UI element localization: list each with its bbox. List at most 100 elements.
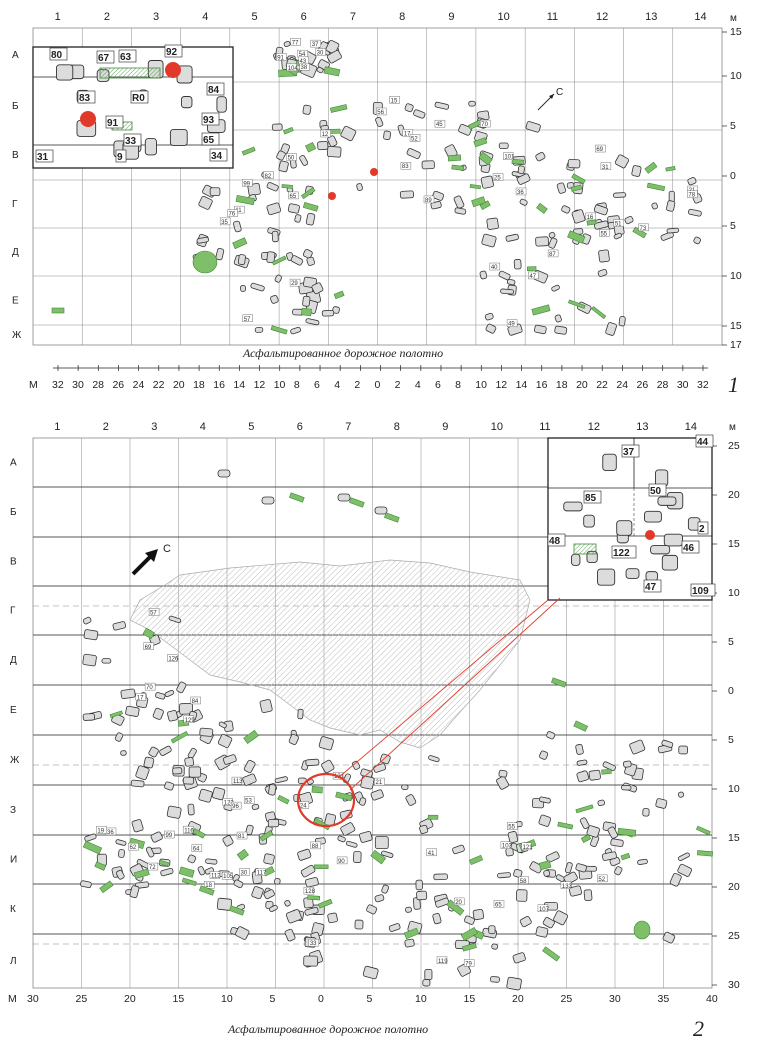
plan-1-stone (271, 123, 283, 131)
plan-1-stone (290, 255, 304, 266)
plan-1-stone (278, 160, 289, 173)
plan-2-stone (83, 629, 99, 641)
plan-2-bottom-scale-label: 15 (464, 993, 476, 1005)
plan-2-green-slab (542, 946, 561, 962)
plan-1-label-box (528, 271, 539, 280)
plan-2-stone-label: 121 (523, 845, 534, 851)
plan-2-label-box (230, 801, 242, 810)
plan-1-col-number: 12 (596, 11, 608, 23)
plan-1-row-letter: Б (12, 101, 19, 112)
plan-2-right-scale-label: 15 (728, 832, 740, 844)
plan-1-stone-label: 77 (292, 40, 299, 46)
plan-2-inset-stone (625, 568, 640, 579)
plan-2-right-scale-label: 20 (728, 489, 740, 501)
plan-2-stone (623, 760, 632, 768)
plan-1-bottom-scale-label: 28 (657, 379, 669, 391)
plan-1-inset-red-marker (80, 111, 96, 127)
plan-2-stone (267, 818, 280, 828)
plan-2-label-box (164, 830, 175, 839)
plan-2-stone-label: 96 (232, 804, 239, 810)
plan-2-inset-label: 44 (697, 437, 709, 448)
plan-2-green-slab (696, 850, 714, 857)
plan-1-bottom-scale-label: 16 (536, 379, 548, 391)
plan-2-stone (285, 909, 302, 924)
plan-2-inset-label-box (648, 483, 667, 497)
plan-2-road-caption: Асфальтированное дорожное полотно (227, 1022, 428, 1036)
plan-1-stone-label: 15 (391, 98, 398, 104)
plan-1-stone-label: 69 (596, 147, 603, 153)
plan-2-stone (263, 889, 275, 900)
plan-1-label-box (480, 119, 491, 128)
plan-1-bottom-scale-label: 4 (415, 379, 421, 391)
plan-1-stone (240, 285, 246, 292)
plan-2-row-letter: Е (10, 705, 17, 716)
plan-1-right-scale-label: 10 (730, 70, 742, 82)
plan-2-label-box (96, 826, 107, 834)
plan-2-stone (251, 886, 264, 900)
plan-2-stone (662, 931, 676, 944)
plan-1-bottom-scale-label: 26 (112, 379, 124, 391)
plan-2-row-letter: А (10, 458, 17, 469)
plan-2-label-box (135, 693, 147, 701)
plan-1-bottom-unit: М (29, 379, 38, 391)
plan-2-label-box (128, 842, 139, 851)
plan-2-col-number: 4 (200, 421, 206, 433)
plan-2-green-slab (311, 786, 323, 794)
plan-1-green-slab (305, 141, 317, 153)
plan-1-stone (485, 323, 497, 334)
plan-2-stone (143, 756, 155, 769)
plan-2-stone (539, 750, 549, 760)
plan-2-link-line-1 (337, 599, 549, 779)
plan-2-col-number: 1 (54, 421, 60, 433)
plan-1-stone (266, 202, 282, 216)
plan-1-row-letter: Е (12, 296, 19, 307)
plan-2-stone (433, 873, 448, 881)
plan-2-stone (129, 885, 140, 899)
plan-2-stone (187, 854, 197, 864)
plan-1-stone-label: 99 (243, 181, 250, 187)
plan-2-stone (538, 814, 552, 827)
plan-1-inset-red-marker (165, 62, 181, 78)
plan-2-label-box (255, 868, 266, 876)
plan-2-stone-label: 90 (338, 859, 345, 865)
plan-2-stone (259, 699, 273, 714)
plan-1-stone (593, 204, 609, 216)
plan-1-green-slab (241, 146, 256, 156)
plan-2-stone (351, 760, 361, 770)
plan-2-green-slab (580, 834, 592, 843)
plan-1-inset-label-box (201, 112, 220, 126)
plan-1-label-box (242, 314, 253, 323)
plan-1-inset-stone (56, 64, 74, 81)
plan-2-stone (661, 739, 674, 748)
plan-2-stone-label: 24 (300, 804, 307, 810)
plan-2-stone (452, 844, 465, 855)
plan-2-stone (120, 688, 136, 699)
plan-2-stone-label: 126 (168, 657, 179, 663)
plan-2-inset-label-box (583, 490, 602, 504)
plan-2-stone (305, 758, 320, 767)
plan-2-label-box (239, 868, 250, 876)
plan-1-label-box (613, 219, 625, 227)
plan-2-row-letter: Г (10, 606, 16, 617)
plan-2-stone (205, 858, 218, 865)
plan-1-col-number: 3 (153, 11, 159, 23)
plan-1-label-box (638, 223, 649, 232)
plan-1-green-slab (531, 304, 551, 316)
plan-2-green-slab (229, 905, 245, 916)
plan-1-right-scale-label: 17 (730, 339, 742, 351)
plan-2-stone-label: 62 (130, 845, 137, 851)
plan-1-inset-label-box (77, 90, 96, 104)
plan-2-stone (586, 825, 600, 838)
plan-2-inset-stone (663, 533, 683, 547)
plan-2-label-box (518, 876, 530, 885)
plan-1-stone-label: 83 (402, 164, 409, 170)
plan-2-label-box (209, 871, 221, 879)
plan-1-stone (317, 140, 329, 151)
plan-1-bottom-scale-label: 24 (133, 379, 145, 391)
plan-2-stone-label: 116 (184, 828, 194, 834)
plan-1-right-scale-label: 5 (730, 220, 736, 232)
plan-2-green-slab (460, 926, 478, 942)
plan-1-stone (283, 40, 291, 48)
plan-2-stone-label: 119 (438, 959, 448, 965)
plan-1-stone (571, 209, 586, 224)
